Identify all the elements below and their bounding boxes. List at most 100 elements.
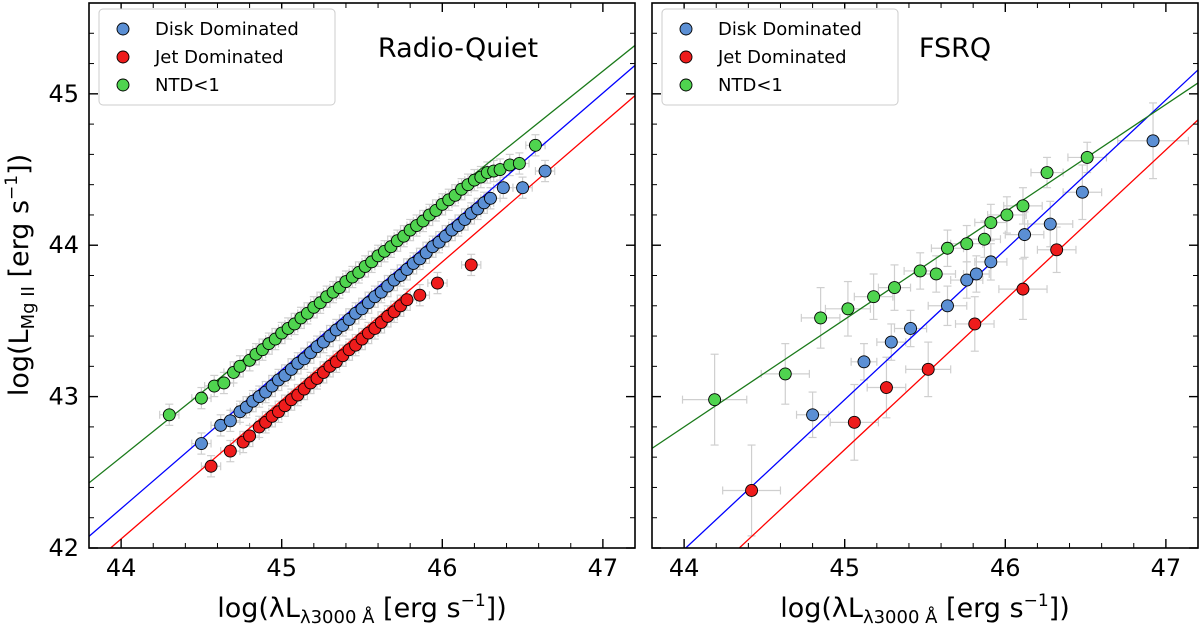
x-tick-label: 44 (106, 554, 137, 582)
data-point (204, 459, 218, 473)
legend-marker (679, 50, 693, 64)
y-tick-label: 43 (48, 383, 79, 411)
legend-marker (116, 50, 130, 64)
data-point (867, 290, 881, 304)
data-point (1050, 243, 1064, 257)
legend-label: NTD<1 (718, 75, 783, 96)
data-point (1043, 217, 1057, 231)
data-point (528, 138, 542, 152)
data-point (941, 241, 954, 255)
panel-title: Radio-Quiet (378, 33, 538, 64)
legend-label: NTD<1 (155, 75, 220, 96)
data-point (921, 362, 935, 376)
data-point (960, 237, 974, 251)
data-point (1080, 150, 1094, 164)
x-tick-label: 45 (266, 554, 297, 582)
y-tick-label: 44 (48, 231, 79, 259)
data-point (1146, 134, 1160, 148)
panel-title: FSRQ (919, 33, 991, 64)
data-point (814, 311, 828, 325)
y-tick-label: 45 (48, 80, 79, 108)
data-point (413, 288, 427, 302)
y-tick-label: 42 (48, 534, 79, 562)
data-point (977, 232, 991, 246)
errorbar-layer (681, 102, 1189, 537)
legend-label: Disk Dominated (718, 19, 862, 40)
data-point (708, 393, 722, 407)
legend-marker (116, 22, 130, 36)
legend-marker (116, 78, 130, 92)
data-point (888, 281, 901, 295)
data-point (857, 355, 871, 369)
data-point (512, 157, 526, 170)
data-point (431, 276, 444, 290)
panel-radio-quiet: 44 45 46 47 42 43 44 45 Radio-Quiet Disk Domina… (48, 2, 636, 582)
data-point (941, 299, 954, 313)
x-axis-label-left: log(λLλ3000 Å [erg s−1]) (217, 591, 507, 625)
tick-layer: 44 45 46 47 42 43 44 45 (48, 3, 635, 582)
tick-layer: 44 45 46 47 (652, 3, 1198, 582)
data-point (968, 317, 982, 331)
legend-label: Jet Dominated (717, 47, 847, 68)
data-point (194, 437, 208, 450)
legend-box (661, 8, 899, 106)
data-point (484, 191, 497, 205)
data-point (516, 181, 530, 195)
data-point (400, 293, 414, 307)
data-point (1075, 185, 1089, 199)
x-tick-label: 47 (588, 554, 619, 582)
data-point (223, 444, 237, 458)
data-point (162, 408, 176, 422)
fit-line (89, 64, 635, 537)
data-point (1018, 228, 1032, 242)
fit-line (109, 95, 635, 548)
panel-fsrq: 44 45 46 47 FSRQ Disk Dominated Jet Dominate… (651, 2, 1199, 582)
y-axis-label: log(LMg II [erg s−1]) (2, 154, 39, 396)
data-point (806, 408, 820, 422)
x-tick-label: 47 (1151, 554, 1182, 582)
legend-label: Jet Dominated (154, 47, 284, 68)
legend: Disk Dominated Jet Dominated NTD<1 (661, 8, 899, 106)
data-point (984, 216, 998, 229)
data-point (223, 414, 237, 428)
data-point (1000, 208, 1014, 222)
data-point (960, 273, 974, 287)
data-point (778, 367, 792, 381)
data-point (1040, 166, 1054, 180)
data-point (913, 264, 927, 278)
x-tick-label: 46 (427, 554, 458, 582)
data-point (538, 164, 552, 178)
data-point (841, 302, 855, 316)
point-layer (708, 134, 1160, 497)
plot-frame (88, 2, 636, 549)
point-layer (162, 138, 552, 473)
data-point (233, 359, 247, 373)
legend-box (98, 8, 336, 106)
data-point (880, 381, 893, 394)
legend: Disk Dominated Jet Dominated NTD<1 (98, 8, 336, 106)
data-point (1016, 199, 1030, 213)
data-point (243, 429, 257, 443)
plot-frame (651, 2, 1199, 549)
data-point (496, 181, 510, 195)
fit-line (684, 69, 1198, 548)
data-point (194, 391, 208, 405)
data-point (745, 484, 759, 497)
data-point (1016, 282, 1030, 296)
legend-marker (679, 78, 693, 92)
data-point (884, 335, 898, 349)
data-point (969, 267, 983, 281)
x-tick-label: 45 (829, 554, 860, 582)
x-tick-label: 44 (669, 554, 700, 582)
data-point (464, 258, 478, 272)
data-point (847, 415, 861, 429)
data-point (217, 376, 231, 390)
data-point (929, 267, 943, 281)
data-point (904, 322, 917, 335)
fit-line (652, 82, 1198, 449)
legend-label: Disk Dominated (155, 19, 299, 40)
fit-line-layer (652, 69, 1198, 548)
data-point (984, 255, 998, 269)
legend-marker (679, 22, 693, 36)
